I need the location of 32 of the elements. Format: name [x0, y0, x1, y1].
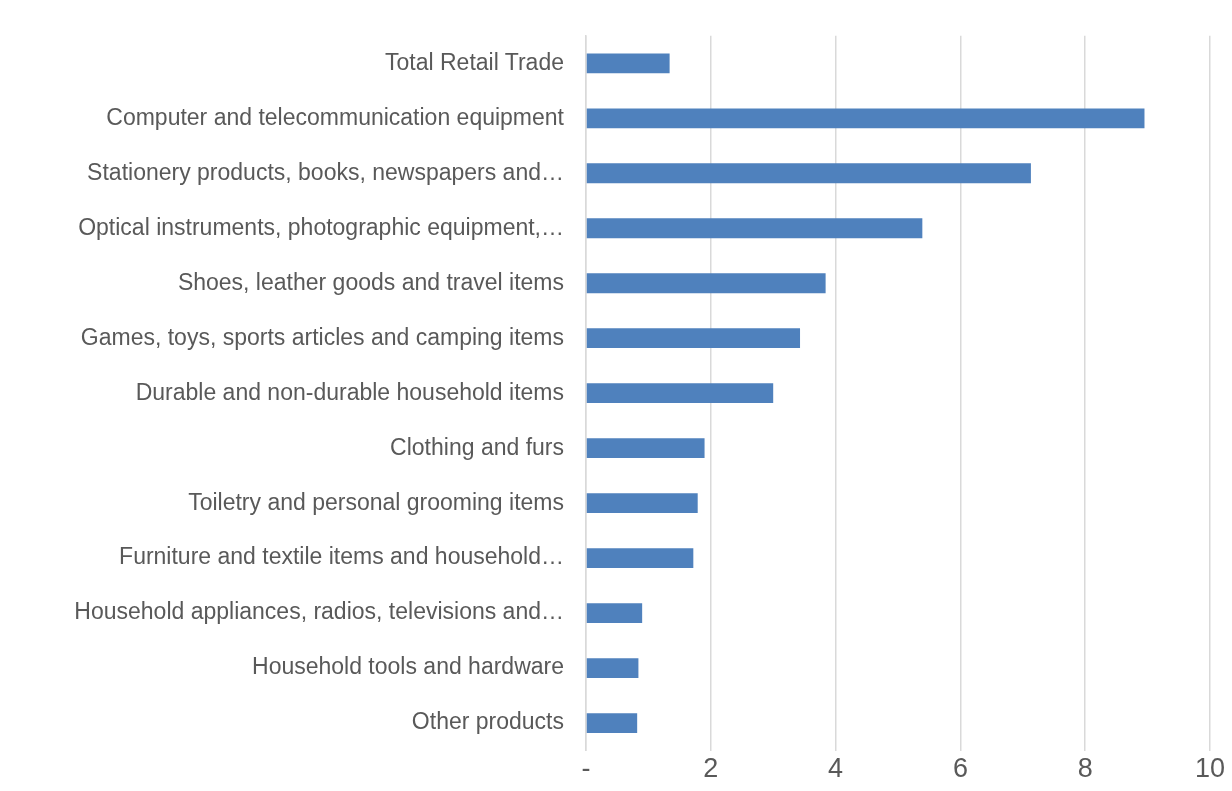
y-tick-label: Toiletry and personal grooming items [188, 488, 564, 515]
bar [586, 438, 705, 459]
bar [586, 328, 801, 349]
bar [586, 108, 1145, 129]
y-tick-label: Other products [411, 708, 564, 735]
y-tick-label: Clothing and furs [390, 433, 564, 460]
bar [586, 713, 638, 734]
x-tick-label: 4 [828, 753, 844, 784]
y-tick-label: Shoes, leather goods and travel items [177, 268, 564, 295]
bar [586, 163, 1031, 184]
x-tick-label: 8 [1077, 753, 1093, 784]
bar [586, 548, 694, 569]
bar [586, 658, 639, 679]
bar [586, 493, 698, 514]
x-tick-label: 10 [1194, 753, 1226, 784]
y-tick-label: Durable and non-durable household items [135, 378, 564, 405]
bar [586, 53, 670, 74]
y-tick-label: Computer and telecommunication equipment [106, 103, 565, 130]
y-tick-label: Household appliances, radios, televisions and… [74, 598, 564, 625]
bar [586, 603, 643, 624]
bar [586, 273, 826, 294]
y-tick-label: Total Retail Trade [385, 48, 564, 75]
x-tick-label: 6 [952, 753, 968, 784]
y-tick-label: Optical instruments, photographic equipment,… [78, 213, 564, 240]
y-tick-label: Stationery products, books, newspapers and… [87, 158, 564, 185]
y-tick-label: Games, toys, sports articles and camping items [80, 323, 564, 350]
x-tick-label: 2 [703, 753, 719, 784]
bar [586, 218, 923, 239]
y-tick-label: Furniture and textile items and household… [119, 543, 564, 570]
x-tick-label: - [581, 753, 591, 784]
y-tick-label: Household tools and hardware [252, 653, 564, 680]
bar [586, 383, 774, 404]
